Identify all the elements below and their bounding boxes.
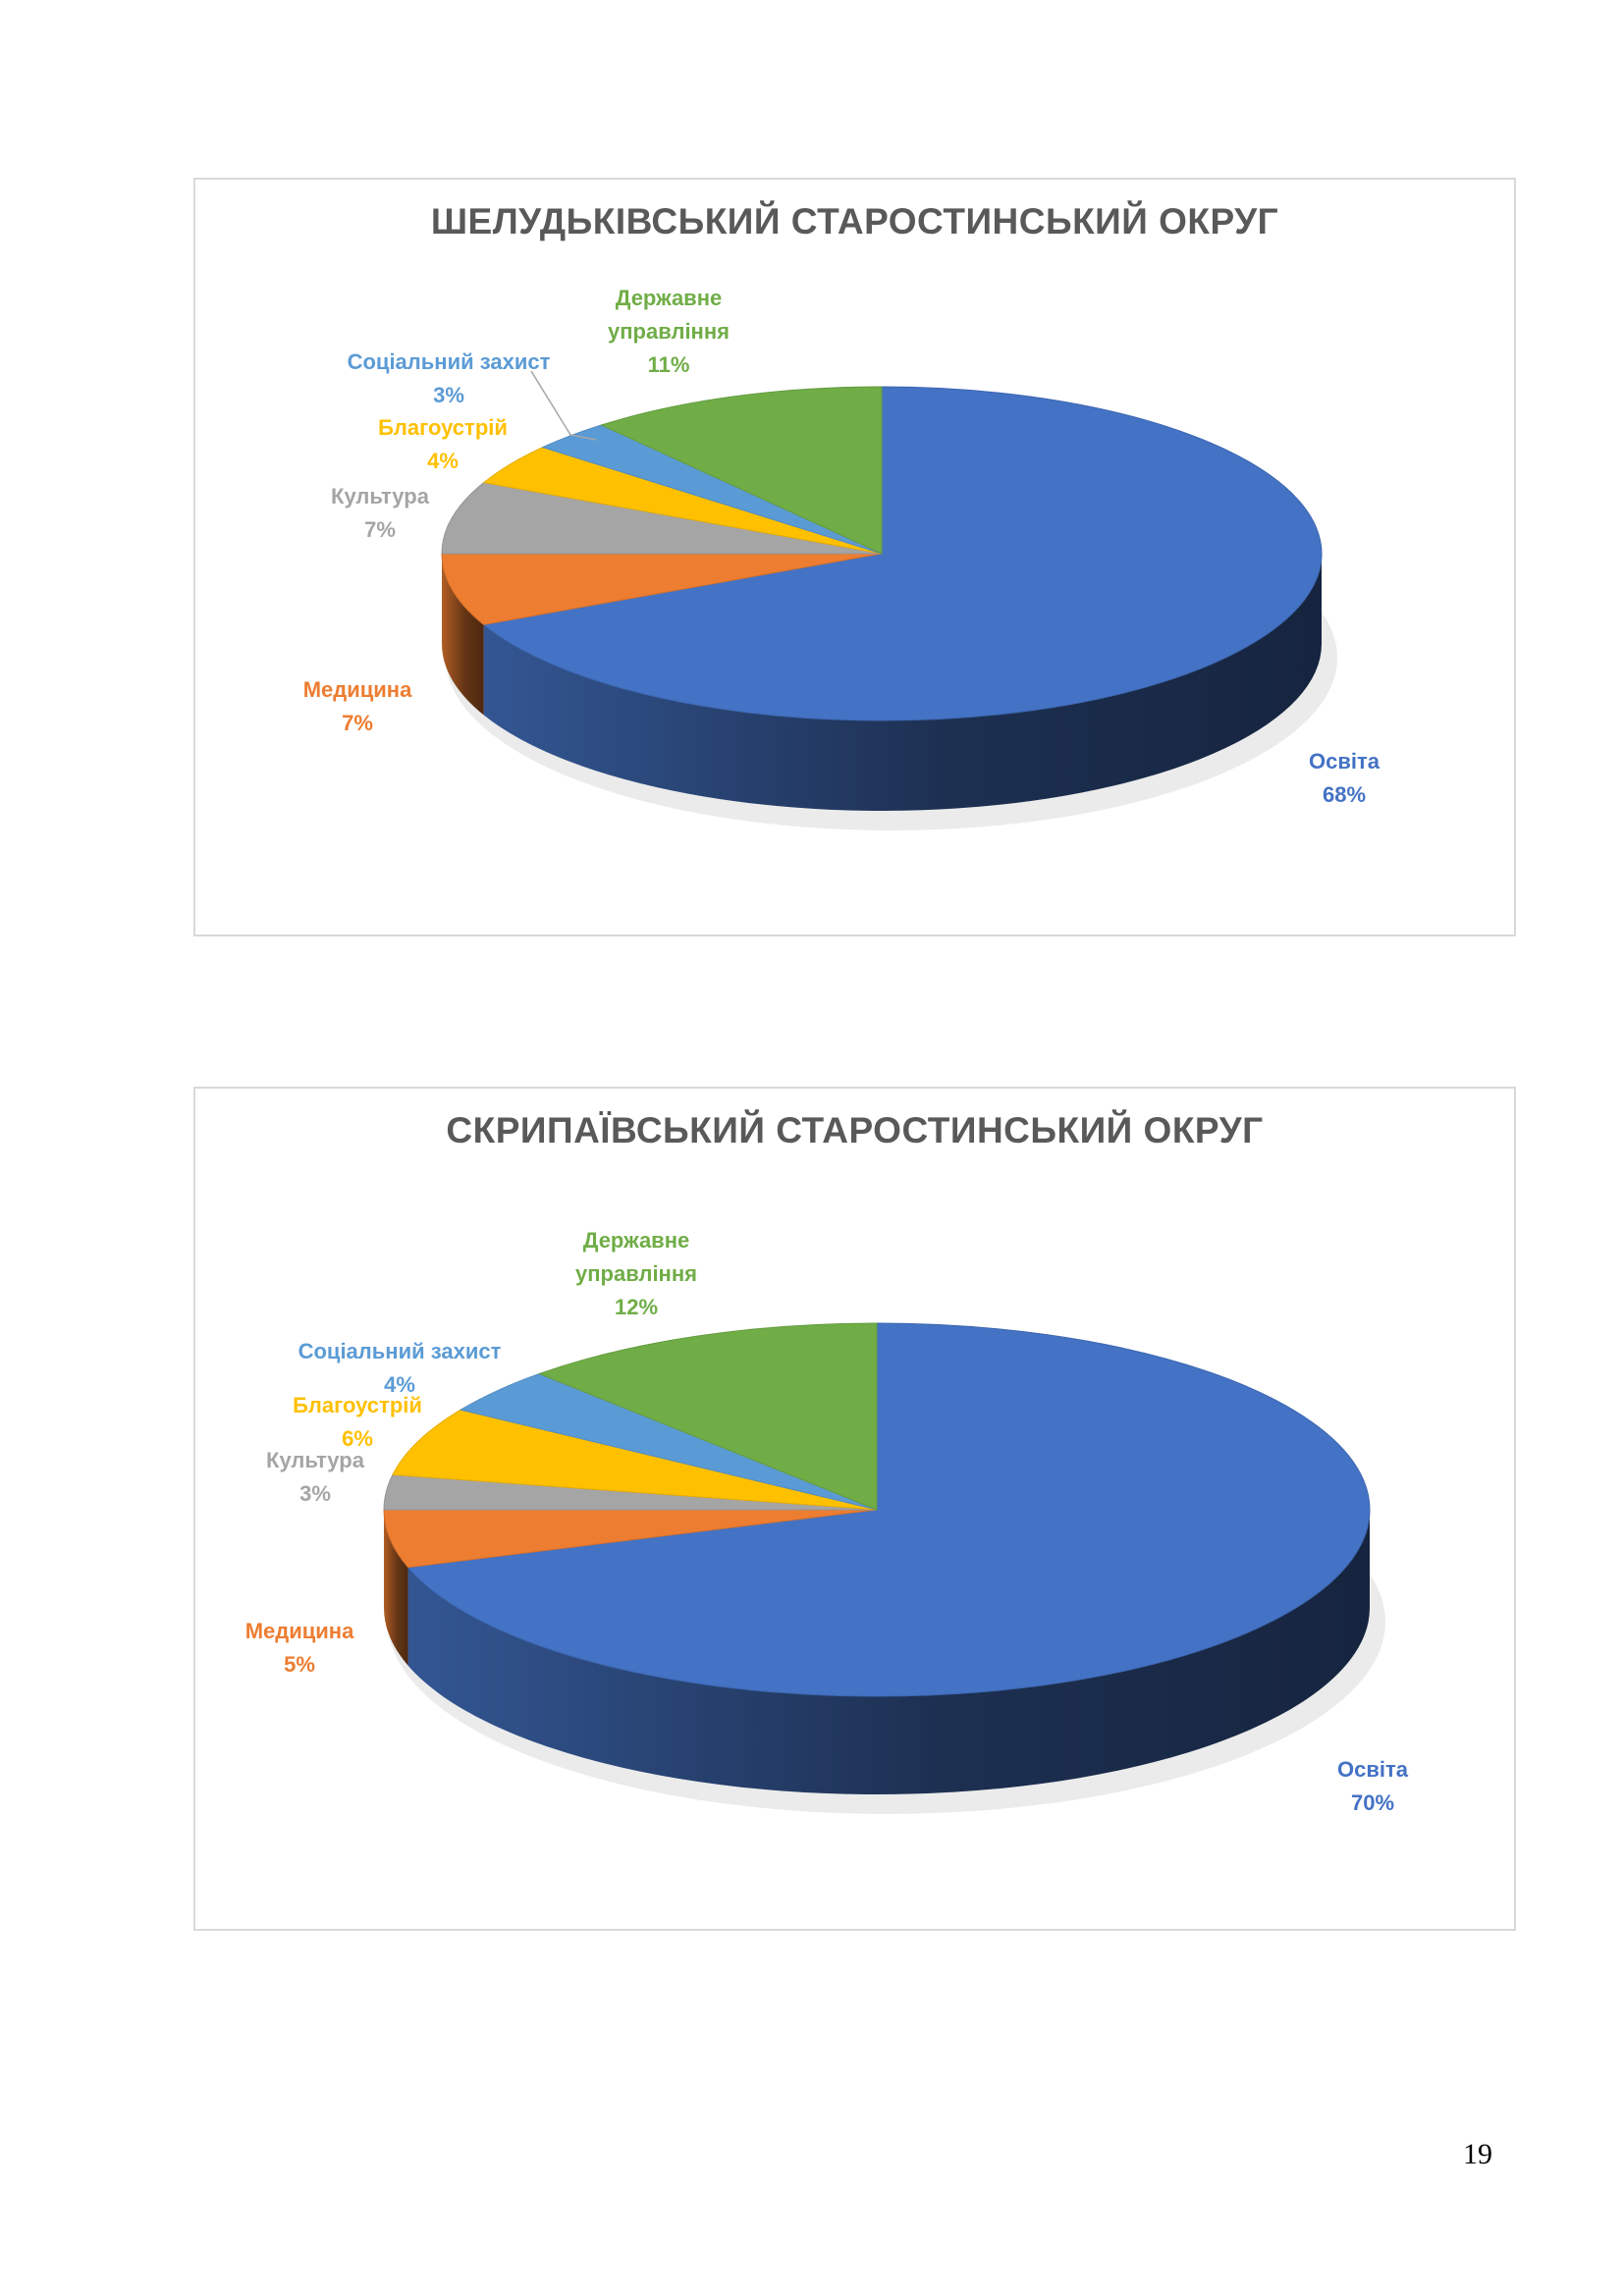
pie-slice-3	[392, 1409, 878, 1511]
pie-label-5: Державне управління 11%	[608, 286, 730, 377]
pie-label-4: Соціальний захист 3%	[348, 349, 551, 407]
pie-side-1	[442, 554, 484, 716]
pie-label-5: Державне управління 12%	[575, 1228, 697, 1319]
chart-skrypai: СКРИПАЇВСЬКИЙ СТАРОСТИНСЬКИЙ ОКРУГ Освіт…	[193, 1087, 1516, 1931]
pie-label-3: Благоустрій 4%	[378, 415, 508, 473]
pie-chart-svg: Освіта 68% Медицина 7% Культура 7% Благоустрій…	[303, 286, 1380, 830]
pie-label-1: Медицина 5%	[245, 1619, 354, 1677]
pie-side-1	[384, 1510, 408, 1666]
pie-slice-1	[383, 1509, 878, 1569]
page-number: 19	[1463, 2138, 1492, 2170]
chart-title: СКРИПАЇВСЬКИЙ СТАРОСТИНСЬКИЙ ОКРУГ	[446, 1110, 1264, 1150]
chart-title: ШЕЛУДЬКІВСЬКИЙ СТАРОСТИНСЬКИЙ ОКРУГ	[430, 201, 1279, 241]
leader-line	[530, 370, 597, 441]
pie-slice-0	[406, 1322, 1371, 1697]
pie-label-0: Освіта 68%	[1309, 749, 1380, 807]
pie-slice-1	[441, 553, 883, 625]
pie-side-0	[407, 1510, 1370, 1794]
pie-side-0	[483, 554, 1323, 811]
pie-slice-2	[441, 482, 883, 555]
pie-slice-5	[537, 1322, 878, 1511]
pie-chart-svg: Освіта 70% Медицина 5% Культура 3%Благоустрій…	[245, 1228, 1409, 1815]
pie-label-1: Медицина 7%	[303, 677, 412, 735]
pie-label-3: Благоустрій 6%	[293, 1393, 422, 1451]
pie-label-2: Культура 3%	[266, 1448, 365, 1506]
chart-shelud: ШЕЛУДЬКІВСЬКИЙ СТАРОСТИНСЬКИЙ ОКРУГ Осві…	[193, 178, 1516, 936]
pie-label-4: Соціальний захист 4%	[298, 1339, 502, 1397]
pie-label-2: Культура 7%	[331, 484, 430, 542]
pie-slice-5	[600, 386, 883, 555]
pie-label-0: Освіта 70%	[1337, 1757, 1409, 1815]
pie-slice-0	[482, 386, 1323, 721]
